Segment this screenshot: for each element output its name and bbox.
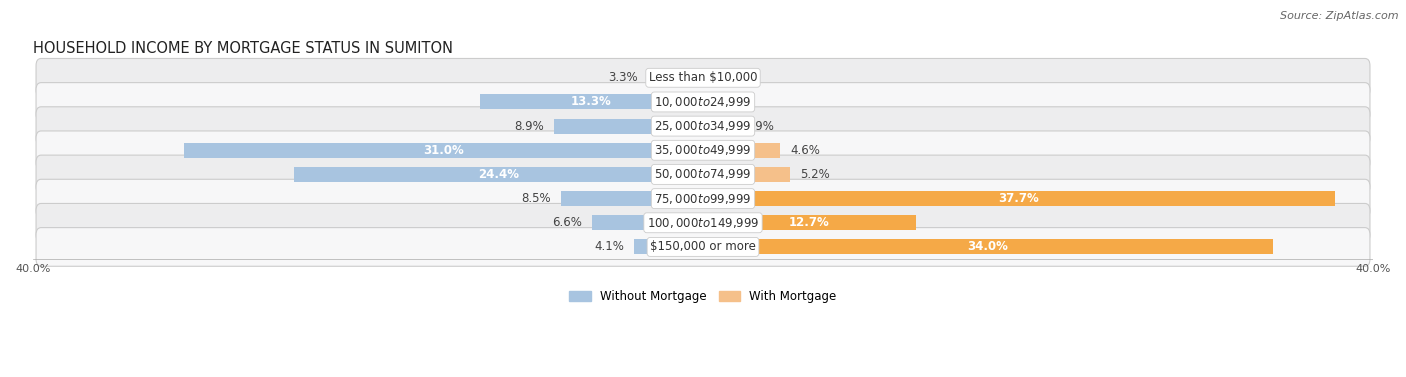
Text: $35,000 to $49,999: $35,000 to $49,999	[654, 143, 752, 157]
Text: 37.7%: 37.7%	[998, 192, 1039, 205]
FancyBboxPatch shape	[37, 83, 1369, 121]
FancyBboxPatch shape	[37, 155, 1369, 194]
Legend: Without Mortgage, With Mortgage: Without Mortgage, With Mortgage	[564, 284, 842, 309]
Text: HOUSEHOLD INCOME BY MORTGAGE STATUS IN SUMITON: HOUSEHOLD INCOME BY MORTGAGE STATUS IN S…	[32, 41, 453, 57]
FancyBboxPatch shape	[37, 228, 1369, 266]
Bar	[479, 95, 703, 109]
Bar	[554, 119, 703, 133]
Bar	[648, 70, 703, 85]
Text: 4.6%: 4.6%	[790, 144, 820, 157]
Bar	[703, 191, 1334, 206]
Bar	[294, 167, 703, 182]
Bar	[703, 239, 1272, 254]
Text: 24.4%: 24.4%	[478, 168, 519, 181]
Text: 1.9%: 1.9%	[745, 120, 775, 133]
Text: 31.0%: 31.0%	[423, 144, 464, 157]
Bar	[703, 167, 790, 182]
Text: $50,000 to $74,999: $50,000 to $74,999	[654, 167, 752, 181]
Bar	[703, 215, 915, 230]
Text: 34.0%: 34.0%	[967, 241, 1008, 253]
Text: 8.9%: 8.9%	[515, 120, 544, 133]
Text: 3.3%: 3.3%	[607, 71, 638, 84]
FancyBboxPatch shape	[37, 179, 1369, 218]
Text: $150,000 or more: $150,000 or more	[650, 241, 756, 253]
Text: Less than $10,000: Less than $10,000	[648, 71, 758, 84]
Text: 12.7%: 12.7%	[789, 216, 830, 229]
Text: Source: ZipAtlas.com: Source: ZipAtlas.com	[1281, 11, 1399, 21]
Text: 13.3%: 13.3%	[571, 95, 612, 109]
FancyBboxPatch shape	[37, 58, 1369, 97]
Bar	[592, 215, 703, 230]
Text: 4.1%: 4.1%	[595, 241, 624, 253]
Text: $10,000 to $24,999: $10,000 to $24,999	[654, 95, 752, 109]
Bar	[184, 143, 703, 158]
Bar	[703, 143, 780, 158]
Text: 6.6%: 6.6%	[553, 216, 582, 229]
Text: 0.0%: 0.0%	[713, 95, 742, 109]
Text: $100,000 to $149,999: $100,000 to $149,999	[647, 216, 759, 230]
Text: $75,000 to $99,999: $75,000 to $99,999	[654, 192, 752, 205]
Bar	[634, 239, 703, 254]
Bar	[561, 191, 703, 206]
Bar	[703, 119, 735, 133]
Text: $25,000 to $34,999: $25,000 to $34,999	[654, 119, 752, 133]
FancyBboxPatch shape	[37, 204, 1369, 242]
FancyBboxPatch shape	[37, 131, 1369, 170]
Text: 5.2%: 5.2%	[800, 168, 830, 181]
FancyBboxPatch shape	[37, 107, 1369, 146]
Text: 0.0%: 0.0%	[713, 71, 742, 84]
Text: 8.5%: 8.5%	[520, 192, 551, 205]
